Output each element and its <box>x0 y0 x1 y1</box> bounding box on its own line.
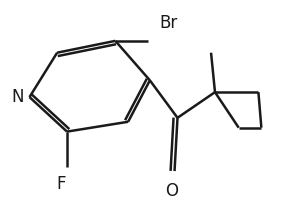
Text: O: O <box>165 182 178 200</box>
Text: Br: Br <box>160 14 178 32</box>
Text: F: F <box>56 175 66 193</box>
Text: N: N <box>11 88 24 106</box>
